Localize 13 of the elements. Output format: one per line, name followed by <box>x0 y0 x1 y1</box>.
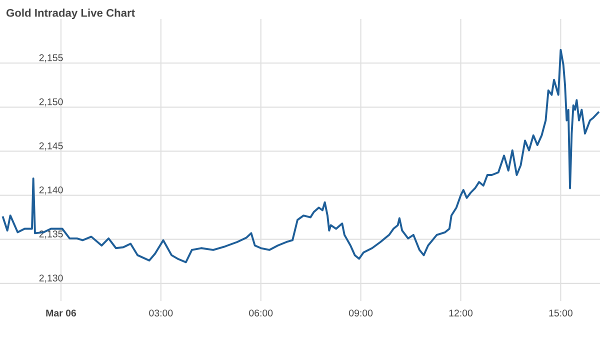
x-tick-label: 03:00 <box>149 310 173 316</box>
chart-title: Gold Intraday Live Chart <box>6 8 135 20</box>
y-tick-label: 2,130 <box>39 274 63 283</box>
x-tick-label: 15:00 <box>549 310 572 316</box>
y-tick-label: 2,145 <box>39 142 63 150</box>
y-tick-label: 2,135 <box>39 230 63 239</box>
y-tick-label: 2,155 <box>39 54 63 62</box>
y-tick-label: 2,150 <box>39 98 63 106</box>
x-tick-label: Mar 06 <box>46 310 76 316</box>
x-tick-label: 09:00 <box>349 310 373 316</box>
y-tick-label: 2,140 <box>39 186 63 194</box>
x-tick-label: 06:00 <box>249 310 273 316</box>
x-tick-label: 12:00 <box>449 310 473 316</box>
